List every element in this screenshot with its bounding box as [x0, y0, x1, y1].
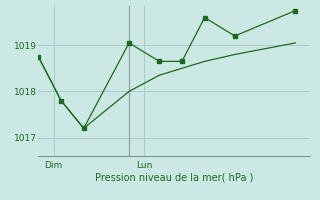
X-axis label: Pression niveau de la mer( hPa ): Pression niveau de la mer( hPa ) [95, 173, 253, 183]
